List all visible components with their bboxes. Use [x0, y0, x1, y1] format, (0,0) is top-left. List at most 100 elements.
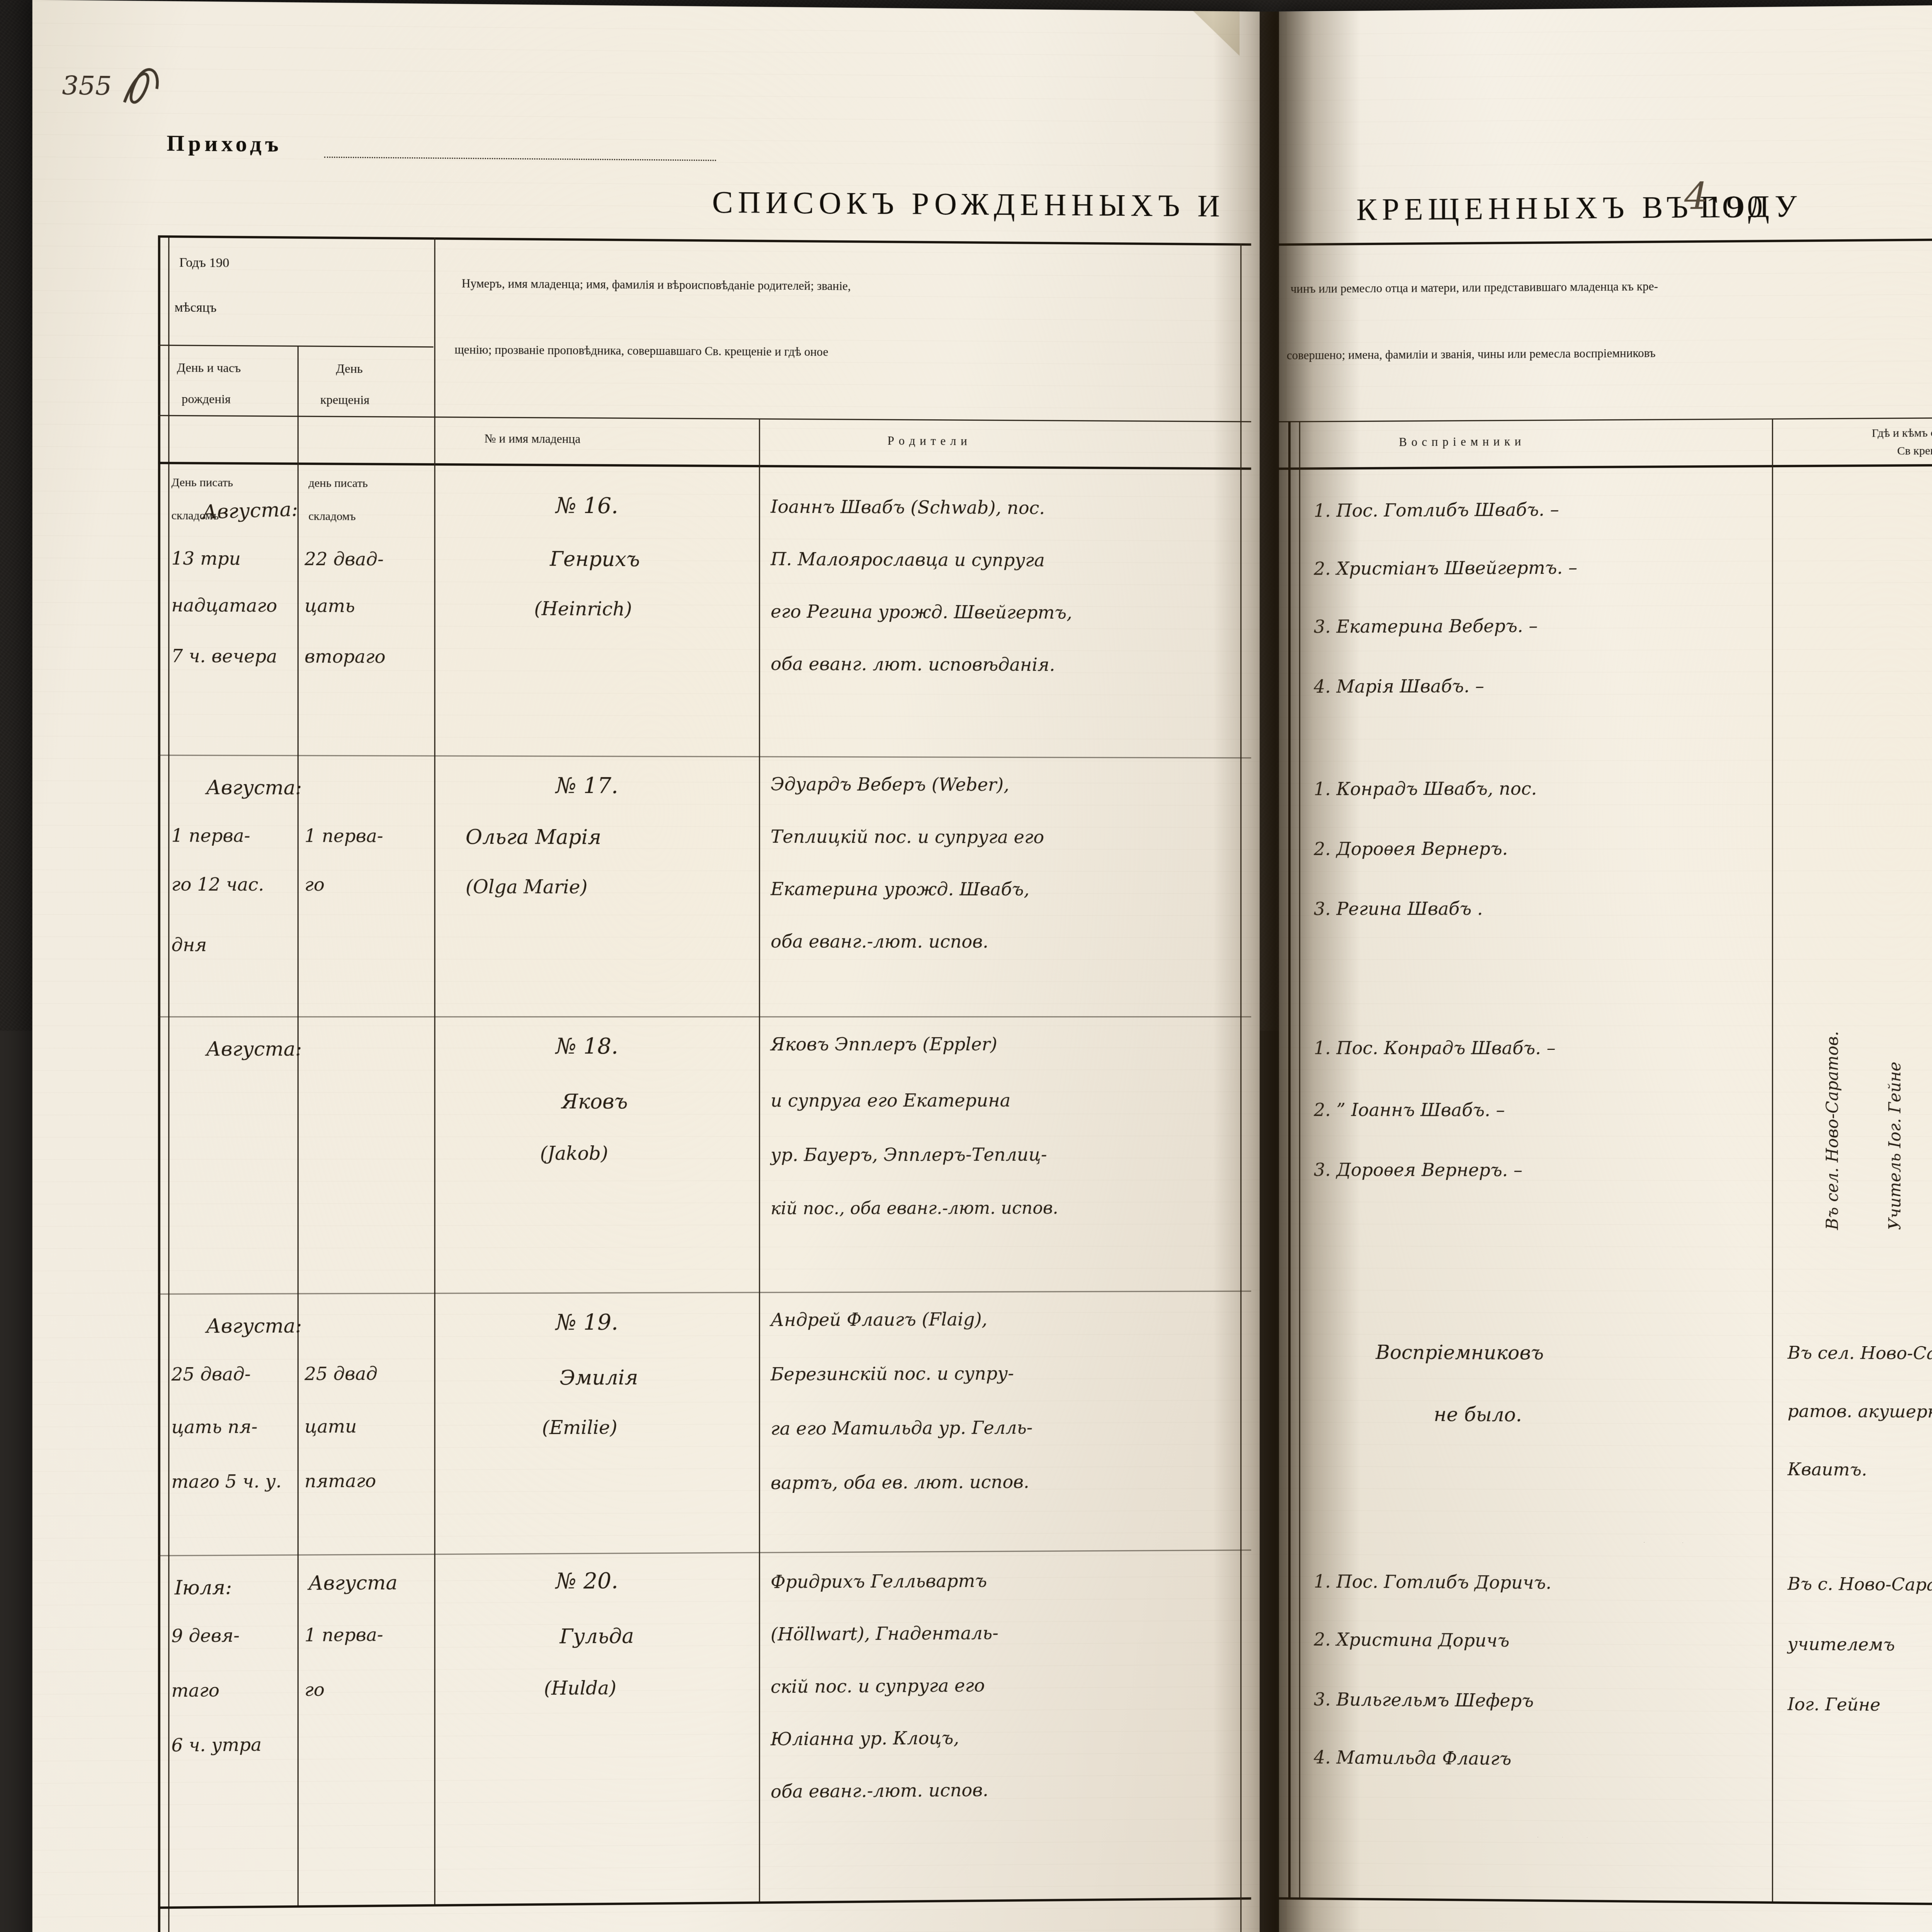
row-20-parents-line-5: оба еванг.-лют. испов. — [770, 1779, 988, 1802]
header-day-baptism: День — [336, 361, 363, 376]
row-19-parents-line-3: га его Матильда ур. Гелль- — [770, 1417, 1032, 1439]
row-17-godparent-2: 2. Дороѳея Вернеръ. — [1314, 838, 1508, 859]
rule — [1299, 421, 1300, 1898]
rule — [168, 235, 169, 1932]
row-20-month-baptism: Августа — [308, 1571, 397, 1595]
row-18-child-name-ru: Яковъ — [561, 1090, 628, 1114]
row-20-birth-line-1: 9 девя- — [172, 1625, 240, 1646]
header-day-baptism-2: крещенія — [320, 393, 370, 408]
row-20-parents-line-1: Фридрихъ Гелльвартъ — [770, 1570, 987, 1592]
header-day-hour-birth: День и часъ — [177, 361, 241, 376]
rule — [158, 415, 1251, 422]
header-number-and-name: № и имя младенца — [485, 432, 581, 446]
row-19-parents-line-4: вартъ, оба ев. лют. испов. — [770, 1471, 1029, 1493]
rule — [158, 1291, 1251, 1295]
rule — [158, 755, 1251, 759]
row-20-parents-line-4: Юліанна ур. Клоцъ, — [770, 1727, 959, 1750]
row-16-month: Августа: — [202, 498, 298, 524]
row-19-parents-line-2: Березинскій пос. и супру- — [770, 1363, 1014, 1384]
row-16-godparent-2: 2. Христіанъ Швейгертъ. – — [1314, 557, 1577, 579]
parish-label: Приходъ — [167, 130, 282, 157]
book-spine — [1264, 12, 1287, 1932]
rule — [158, 462, 1251, 470]
instruction-baptism-day-1: день писать — [308, 476, 368, 490]
row-17-parents-line-2: Теплицкій пос. и супруга его — [770, 826, 1044, 847]
row-20-where-3: Іог. Гейне — [1787, 1694, 1880, 1715]
year-digit-handwritten: 4 — [1684, 174, 1708, 218]
row-16-godparent-1: 1. Пос. Готлибъ Швабъ. – — [1314, 499, 1559, 521]
row-20-child-name-ru: Гульда — [560, 1624, 634, 1648]
rule — [1240, 243, 1242, 1932]
row-20-godparent-2: 2. Христина Доричъ — [1314, 1629, 1509, 1651]
row-20-number: № 20. — [556, 1568, 618, 1594]
folio-flourish-icon — [117, 59, 169, 118]
row-17-birth-line-2: го 12 час. — [172, 874, 264, 895]
row-16-parents-line-1: Іоаннъ Швабъ (Schwab), пос. — [770, 496, 1045, 519]
row-16-baptism-line-1: 22 двад- — [304, 548, 384, 570]
rule — [298, 345, 299, 1905]
row-20-where-2: учителемъ — [1787, 1634, 1895, 1655]
shared-baptism-place: Въ сел. Ново-Саратов. — [1823, 1031, 1842, 1230]
rule — [434, 237, 435, 1904]
row-17-child-name-de: (Olga Marie) — [466, 876, 588, 898]
rule — [158, 235, 1251, 246]
row-17-birth-line-3: дня — [172, 934, 207, 956]
row-16-parents-line-4: оба еванг. лют. исповѣданія. — [770, 653, 1055, 675]
row-19-birth-line-3: таго 5 ч. у. — [172, 1471, 282, 1492]
open-book: 355 Приходъ СПИСОКЪ РОЖДЕННЫХЪ И — [46, 12, 1932, 1932]
header-long-left-1: Нумеръ, имя младенца; имя, фамилія и вѣр… — [462, 277, 851, 294]
row-20-parents-line-3: скій пос. и супруга его — [770, 1675, 985, 1697]
row-18-parents-line-2: и супруга его Екатерина — [770, 1090, 1010, 1111]
row-20-birth-line-3: 6 ч. утра — [172, 1734, 262, 1756]
header-day-hour-birth-2: рожденія — [182, 392, 231, 407]
row-17-parents-line-3: Екатерина урожд. Швабъ, — [770, 878, 1029, 900]
row-17-baptism-line-1: 1 перва- — [304, 825, 383, 847]
row-20-birth-line-2: таго — [172, 1680, 219, 1701]
row-19-no-godparents-2: не было. — [1434, 1403, 1522, 1426]
row-19-baptism-line-3: пятаго — [304, 1470, 376, 1492]
rule — [158, 1897, 1251, 1909]
row-17-month: Августа: — [206, 776, 302, 799]
instruction-birth-day-1: День писать — [172, 476, 233, 490]
row-18-godparent-1: 1. Пос. Конрадъ Швабъ. – — [1314, 1037, 1556, 1058]
right-page: 356 КРЕЩЕННЫХЪ ВЪ 190 ГОДУ 4 чинъ или ре… — [1279, 0, 1932, 1932]
row-18-parents-line-4: кій пос., оба еванг.-лют. испов. — [770, 1198, 1058, 1219]
row-19-child-name-ru: Эмилія — [560, 1366, 638, 1389]
header-long-left-2: щенію; прозваніе проповѣдника, совершавш… — [454, 343, 828, 359]
instruction-baptism-day-2: складомъ — [308, 509, 355, 523]
header-parents: Р о д и т е л и — [888, 434, 968, 449]
parish-dotted-line — [324, 156, 716, 161]
row-19-where-3: Кваитъ. — [1787, 1459, 1867, 1480]
row-16-child-name-de: (Heinrich) — [534, 598, 632, 620]
row-20-where-1: Въ с. Ново-Сарат. — [1787, 1573, 1932, 1595]
row-18-godparent-2: 2. ” Іоаннъ Швабъ. – — [1314, 1099, 1505, 1121]
folio-left: 355 — [62, 70, 112, 101]
rule — [759, 418, 760, 1901]
row-16-godparent-4: 4. Марія Швабъ. – — [1314, 675, 1484, 697]
shared-baptism-officiant: Учитель Іог. Гейне — [1885, 1061, 1905, 1230]
row-16-baptism-line-2: цать — [304, 595, 355, 616]
row-19-where-1: Въ сел. Ново-Са- — [1787, 1342, 1932, 1364]
row-18-child-name-de: (Jakob) — [540, 1143, 608, 1165]
row-18-parents-line-3: ур. Бауеръ, Эпплеръ-Теплиц- — [770, 1144, 1047, 1165]
row-18-godparent-3: 3. Дороѳея Вернеръ. – — [1314, 1159, 1522, 1180]
row-19-birth-line-1: 25 двад- — [172, 1364, 251, 1385]
row-19-child-name-de: (Emilie) — [542, 1417, 617, 1439]
title-left: СПИСОКЪ РОЖДЕННЫХЪ И — [712, 185, 1225, 224]
row-17-parents-line-4: оба еванг.-лют. испов. — [770, 931, 988, 952]
rule — [1279, 461, 1932, 470]
rule — [1279, 414, 1932, 422]
row-19-number: № 19. — [556, 1310, 618, 1335]
row-18-month: Августа: — [206, 1038, 302, 1061]
header-where-by-2: Св крещеніе — [1784, 443, 1932, 459]
row-16-parents-line-2: П. Малоярославца и супруга — [770, 548, 1045, 570]
rule — [1279, 235, 1932, 246]
header-where-by-1: Гдѣ и кѣмъ совершено — [1784, 425, 1932, 441]
header-long-right-1: чинъ или ремесло отца и матери, или пред… — [1291, 279, 1658, 296]
row-19-birth-line-2: цать пя- — [172, 1416, 258, 1437]
header-year: Годъ 190 — [179, 255, 230, 271]
title-right-suffix: ГОДУ — [1700, 189, 1802, 225]
row-20-parents-line-2: (Höllwart), Гнаденталь- — [770, 1622, 998, 1645]
rule — [158, 345, 434, 348]
row-19-where-2: ратов. акушеркой — [1787, 1401, 1932, 1422]
